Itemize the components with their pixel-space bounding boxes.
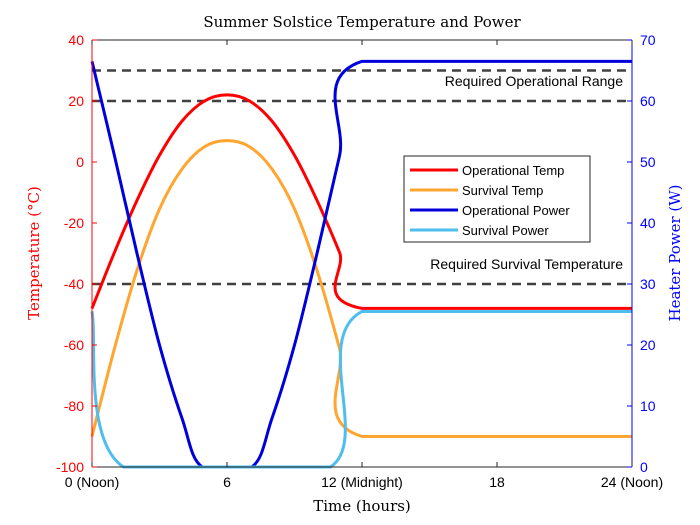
legend: Operational Temp Survival Temp Operational… (403, 155, 591, 243)
x-axis-label: Time (hours) (313, 497, 411, 515)
x-tick-label: 12 (Midnight) (321, 474, 403, 490)
y-left-tick-label: 0 (76, 154, 84, 170)
legend-label-2: Operational Power (462, 203, 570, 218)
y-right-tick-label: 70 (640, 32, 656, 48)
y-left-tick-label: 20 (68, 93, 84, 109)
y-right-tick-label: 20 (640, 337, 656, 353)
y-right-tick-label: 40 (640, 215, 656, 231)
y-right-tick-label: 0 (640, 459, 648, 475)
y-axis-label-right: Heater Power (W) (666, 184, 684, 321)
legend-label-3: Survival Power (462, 223, 549, 238)
annotations: Required Operational Range Required Survi… (430, 73, 623, 272)
legend-label-0: Operational Temp (462, 163, 564, 178)
y-left-tick-label: -60 (64, 337, 84, 353)
y-right-tick-label: 30 (640, 276, 656, 292)
y-left-tick-label: -40 (64, 276, 84, 292)
x-tick-label: 6 (223, 474, 231, 490)
chart-title: Summer Solstice Temperature and Power (203, 13, 521, 31)
series-line-1 (90, 139, 632, 438)
x-tick-label: 24 (Noon) (601, 474, 663, 490)
x-tick-label: 0 (Noon) (65, 474, 119, 490)
y-right-tick-label: 10 (640, 398, 656, 414)
annotation-0: Required Operational Range (445, 73, 623, 89)
y-left-tick-label: -20 (64, 215, 84, 231)
y-axis-label-left: Temperature (°C) (25, 186, 43, 320)
y-right-tick-label: 50 (640, 154, 656, 170)
y-right-tick-label: 60 (640, 93, 656, 109)
x-tick-label: 18 (489, 474, 505, 490)
series-line-0 (90, 93, 632, 310)
y-left-tick-label: 40 (68, 32, 84, 48)
annotation-1: Required Survival Temperature (430, 256, 623, 272)
y-left-tick-label: -100 (56, 459, 84, 475)
legend-label-1: Survival Temp (462, 183, 543, 198)
axes: 0 (Noon) 6 12 (Midnight) 18 24 (Noon) 40 20 0 -2… (56, 32, 663, 490)
y-left-tick-label: -80 (64, 398, 84, 414)
